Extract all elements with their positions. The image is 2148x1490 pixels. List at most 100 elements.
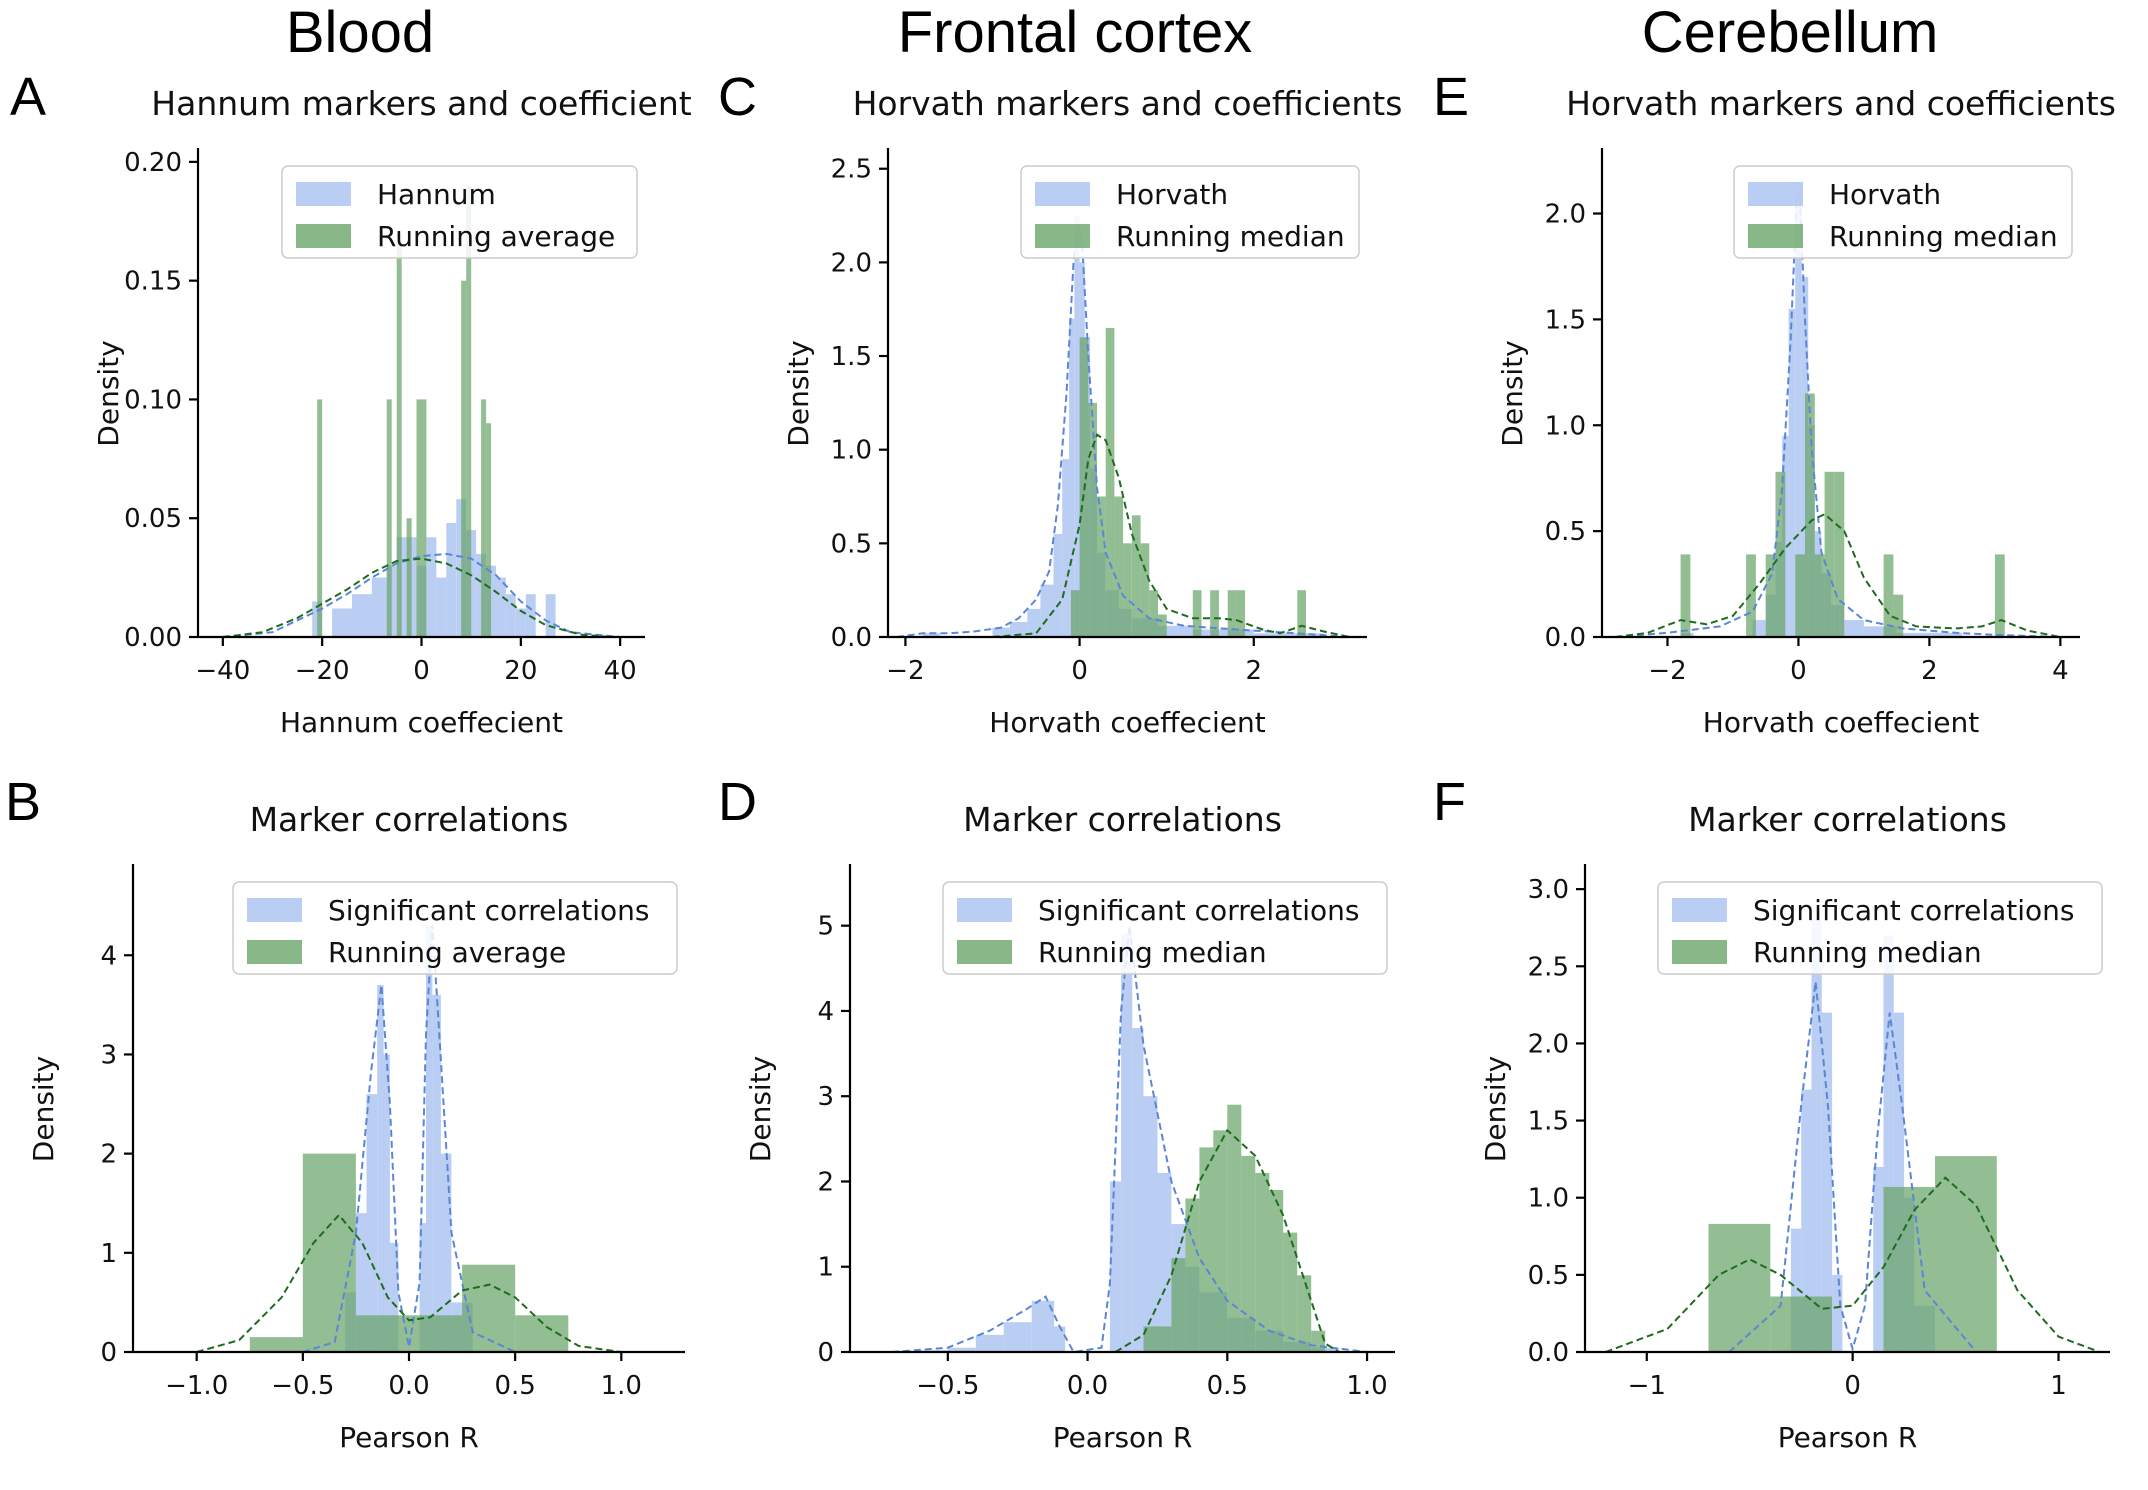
panel-title: Marker correlations <box>250 800 569 839</box>
legend: Significant correlations Running median <box>942 881 1388 975</box>
histogram-bar <box>1708 1223 1771 1352</box>
y-tick-label: 0.0 <box>831 623 872 653</box>
panel-letter: D <box>718 772 757 832</box>
panel-letter: B <box>5 772 41 832</box>
series-green-d <box>1143 1104 1326 1352</box>
legend-swatch <box>1748 182 1803 206</box>
histogram-bar <box>515 1315 569 1352</box>
y-tick-label: 3 <box>100 1040 117 1070</box>
histogram-bar <box>352 594 372 637</box>
histogram-bar <box>545 594 556 637</box>
x-tick-label: −2 <box>1648 656 1686 686</box>
x-tick-label: 0.5 <box>494 1371 535 1401</box>
y-tick-label: 0.5 <box>1545 517 1586 547</box>
x-tick-label: 40 <box>604 656 637 686</box>
histogram-bar <box>1053 534 1063 637</box>
kde-line-blue <box>222 552 621 638</box>
legend-box <box>232 881 678 975</box>
y-tick-label: 3.0 <box>1528 875 1569 905</box>
histogram-bar <box>975 1334 1004 1352</box>
legend-swatch <box>1035 182 1090 206</box>
histogram-bar <box>249 1337 303 1352</box>
y-tick-label: 0.05 <box>124 504 182 534</box>
histogram-bar <box>1834 471 1845 637</box>
histogram-bar <box>1824 471 1835 637</box>
histogram-bar <box>1782 435 1789 637</box>
histogram-bar <box>1253 633 1324 637</box>
histogram-bar <box>1236 590 1246 637</box>
y-tick-label: 0 <box>100 1338 117 1368</box>
legend-box <box>1657 881 2103 975</box>
kde-line-green <box>1605 1176 2101 1353</box>
histogram-bar <box>486 423 492 637</box>
histogram-bar <box>1227 1104 1242 1352</box>
legend-label: Horvath <box>1829 178 1941 211</box>
histogram-bar <box>1814 554 1825 637</box>
x-tick-label: −0.5 <box>916 1371 979 1401</box>
histogram-bar <box>406 518 412 637</box>
histogram-bar <box>1105 327 1115 637</box>
histogram-bar <box>426 537 437 637</box>
x-tick-label: 0 <box>1844 1371 1861 1401</box>
x-tick-label: 0.0 <box>1067 1371 1108 1401</box>
y-tick-label: 0.00 <box>124 623 182 653</box>
panel-letter: E <box>1433 67 1469 127</box>
x-axis-label: Pearson R <box>339 1421 479 1454</box>
histogram-bar <box>1297 590 1306 637</box>
histogram-bar <box>366 1094 378 1352</box>
histogram-bar <box>416 399 427 637</box>
histogram-bar <box>426 925 433 1352</box>
x-tick-label: 0 <box>413 656 430 686</box>
y-tick-label: 0.5 <box>831 529 872 559</box>
histogram-bar <box>462 1264 516 1352</box>
histogram-bar <box>947 1347 976 1352</box>
y-axis-label: Density <box>1479 1056 1512 1162</box>
histogram-bar <box>1801 277 1809 637</box>
histogram-bar <box>1132 1028 1144 1352</box>
y-tick-label: 1 <box>100 1239 117 1269</box>
y-tick-label: 0.0 <box>1528 1338 1569 1368</box>
legend-swatch <box>296 182 351 206</box>
y-tick-label: 2.0 <box>1528 1029 1569 1059</box>
histogram-bar <box>409 1315 463 1352</box>
x-axis-label: Pearson R <box>1053 1421 1193 1454</box>
histogram-bar <box>1143 1326 1172 1352</box>
histogram-bar <box>1158 625 1193 637</box>
x-axis-label: Hannum coeffecient <box>280 706 563 739</box>
y-tick-label: 5 <box>817 912 834 942</box>
column-title-frontal-cortex: Frontal cortex <box>898 0 1253 65</box>
histogram-bar <box>1893 594 1904 637</box>
kde-line-blue <box>1728 981 1977 1353</box>
histogram-bar <box>1765 554 1776 637</box>
y-axis-label: Density <box>1496 340 1529 446</box>
histogram-bar <box>1805 393 1815 637</box>
histogram-bar <box>1171 1258 1186 1352</box>
y-axis-label: Density <box>92 340 125 446</box>
y-axis-label: Density <box>782 340 815 446</box>
panel-letter: C <box>718 67 757 127</box>
x-tick-label: 0 <box>1071 656 1088 686</box>
histogram-bar <box>1883 554 1894 637</box>
series-green-c <box>1070 327 1306 638</box>
histogram-bar <box>1844 620 1864 637</box>
histogram-bar <box>1088 402 1097 637</box>
y-tick-label: 1.5 <box>1545 305 1586 335</box>
x-tick-label: −20 <box>295 656 350 686</box>
histogram-bar <box>1795 181 1802 638</box>
x-tick-label: 2 <box>1921 656 1938 686</box>
y-tick-label: 1 <box>817 1253 834 1283</box>
histogram-bar <box>1031 1300 1055 1352</box>
histogram-bar <box>1227 590 1237 637</box>
series-green-b <box>249 1153 569 1352</box>
histogram-bar <box>1821 1012 1833 1352</box>
histogram-bar <box>389 1242 399 1352</box>
kde-line-green <box>196 1213 622 1353</box>
legend-swatch <box>1748 224 1803 248</box>
histogram-bar <box>386 399 392 637</box>
legend-label: Significant correlations <box>1038 894 1360 927</box>
y-axis-label: Density <box>27 1056 60 1162</box>
histogram-bar <box>1192 629 1254 637</box>
histogram-bar <box>1158 614 1167 637</box>
histogram-bar <box>377 985 384 1352</box>
histogram-bar <box>371 577 387 637</box>
